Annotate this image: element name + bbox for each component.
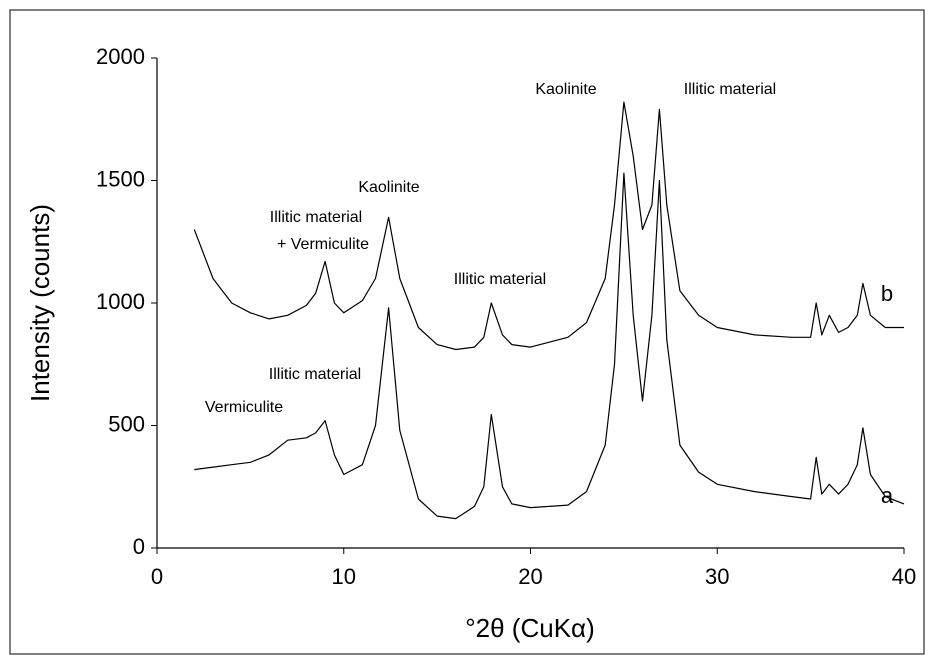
y-tick-label: 1500 <box>96 166 145 191</box>
x-tick-label: 20 <box>518 564 542 589</box>
series-label: a <box>881 483 894 508</box>
annotation: Illitic material <box>684 81 776 98</box>
y-tick-label: 500 <box>108 411 145 436</box>
series-label: b <box>881 281 893 306</box>
x-tick-label: 30 <box>705 564 729 589</box>
y-tick-label: 2000 <box>96 44 145 69</box>
x-tick-label: 0 <box>151 564 163 589</box>
annotation: Kaolinite <box>358 179 419 196</box>
annotation: Illitic material <box>269 366 361 383</box>
y-tick-label: 0 <box>133 534 145 559</box>
annotation: Illitic material <box>270 209 362 226</box>
y-axis-label: Intensity (counts) <box>25 204 55 402</box>
annotation: Illitic material <box>454 271 546 288</box>
x-tick-label: 40 <box>892 564 916 589</box>
annotation: + Vermiculite <box>277 236 369 253</box>
x-tick-label: 10 <box>332 564 356 589</box>
y-tick-label: 1000 <box>96 289 145 314</box>
annotation: Kaolinite <box>535 81 596 98</box>
data-line <box>193 101 904 351</box>
frame <box>9 9 925 655</box>
x-axis-label: °2θ (CuKα) <box>465 613 594 643</box>
annotation: Vermiculite <box>205 399 283 416</box>
data-line <box>194 172 905 520</box>
